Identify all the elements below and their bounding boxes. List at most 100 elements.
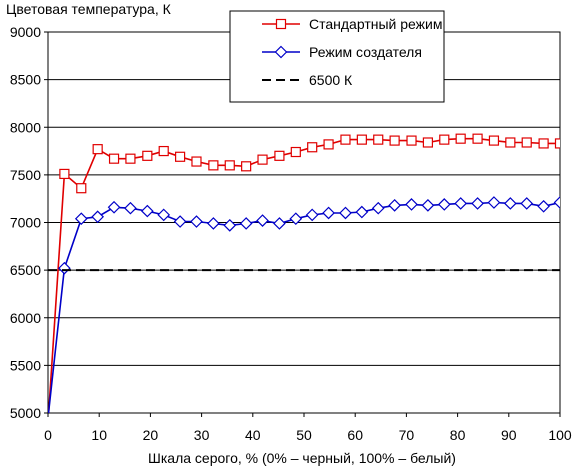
data-point: [108, 153, 120, 164]
data-point: [422, 137, 434, 148]
data-point: [323, 139, 334, 150]
data-point: [257, 154, 268, 165]
data-point: [58, 261, 71, 275]
legend-box: [229, 10, 445, 103]
data-point: [405, 198, 418, 211]
data-point: [538, 138, 549, 149]
data-point: [371, 201, 385, 215]
data-point: [322, 206, 335, 220]
x-tick-label: 0: [44, 427, 52, 443]
data-point: [307, 142, 318, 153]
data-point: [339, 206, 352, 220]
x-tick-label: 90: [501, 427, 517, 443]
data-point: [356, 134, 367, 145]
data-point: [208, 160, 219, 171]
y-axis-title: Цветовая температура, К: [6, 1, 172, 17]
data-point: [241, 161, 252, 172]
series-group: [48, 133, 560, 413]
legend-label: Режим создателя: [309, 44, 422, 60]
data-point: [503, 197, 517, 210]
data-point: [537, 199, 550, 213]
data-point: [454, 197, 468, 210]
data-point: [256, 214, 269, 227]
legend-label: 6500 К: [309, 72, 353, 88]
data-point: [289, 212, 303, 226]
data-point: [224, 160, 235, 171]
data-point: [125, 153, 136, 164]
data-point: [157, 208, 171, 222]
data-point: [223, 219, 237, 232]
y-tick-label: 8500: [10, 72, 41, 88]
y-tick-label: 9000: [10, 24, 41, 40]
legend-marker: [275, 18, 287, 30]
data-point: [553, 196, 560, 209]
y-tick-label: 8000: [10, 119, 41, 135]
data-point: [239, 217, 253, 230]
data-point: [191, 156, 202, 167]
data-point: [340, 134, 351, 145]
data-point: [505, 137, 516, 148]
series-2: [48, 196, 560, 413]
data-point: [472, 133, 483, 144]
legend-label: Стандартный режим: [309, 16, 442, 32]
x-axis: 0 10 20 30 40 50 60 70 80 90 100: [44, 413, 572, 443]
data-point: [421, 199, 435, 212]
series-line: [48, 201, 560, 413]
data-point: [305, 208, 319, 222]
data-point: [273, 217, 286, 230]
data-point: [488, 135, 500, 146]
data-point: [274, 150, 285, 161]
data-point: [388, 199, 401, 212]
legend-item: Режим создателя: [262, 44, 422, 60]
x-tick-label: 50: [296, 427, 312, 443]
data-point: [140, 204, 154, 218]
data-point: [520, 197, 534, 210]
x-tick-label: 80: [450, 427, 466, 443]
y-axis: 5000 5500 6000 6500 7000 7500 8000 8500 9000: [10, 24, 48, 421]
y-tick-label: 6500: [10, 262, 41, 278]
x-tick-label: 10: [91, 427, 107, 443]
data-point: [91, 210, 105, 224]
data-point: [487, 196, 501, 209]
data-point: [455, 133, 466, 144]
x-axis-title: Шкала серого, % (0% – черный, 100% – бел…: [148, 450, 456, 466]
data-point: [190, 215, 203, 228]
data-point: [521, 137, 532, 148]
y-tick-label: 5000: [10, 405, 41, 421]
data-point: [471, 197, 484, 210]
data-point: [406, 135, 417, 146]
data-point: [373, 134, 384, 145]
x-tick-label: 100: [548, 427, 572, 443]
x-tick-label: 70: [399, 427, 415, 443]
data-point: [389, 135, 400, 146]
y-tick-label: 7500: [10, 167, 41, 183]
x-tick-label: 60: [347, 427, 363, 443]
data-point: [437, 198, 451, 211]
data-point: [92, 144, 103, 155]
legend-marker: [274, 45, 288, 59]
data-point: [290, 146, 301, 158]
data-point: [355, 205, 369, 219]
y-tick-label: 7000: [10, 215, 41, 231]
data-point: [174, 151, 186, 162]
legend: Стандартный режим Режим создателя 6500 К: [229, 10, 445, 103]
data-point: [74, 212, 88, 226]
data-point: [173, 215, 187, 228]
data-point: [439, 134, 450, 145]
data-point: [76, 183, 87, 194]
legend-item: 6500 К: [262, 72, 353, 88]
data-point: [48, 411, 50, 413]
data-point: [124, 201, 137, 215]
x-tick-label: 30: [194, 427, 210, 443]
series-line: [48, 137, 560, 413]
legend-item: Стандартный режим: [262, 16, 442, 32]
data-point: [158, 145, 169, 157]
data-point: [59, 168, 70, 180]
data-point: [142, 150, 153, 161]
series-1: [48, 133, 560, 413]
x-tick-label: 20: [143, 427, 159, 443]
y-tick-label: 5500: [10, 357, 41, 373]
x-tick-label: 40: [245, 427, 261, 443]
y-tick-label: 6000: [10, 310, 41, 326]
